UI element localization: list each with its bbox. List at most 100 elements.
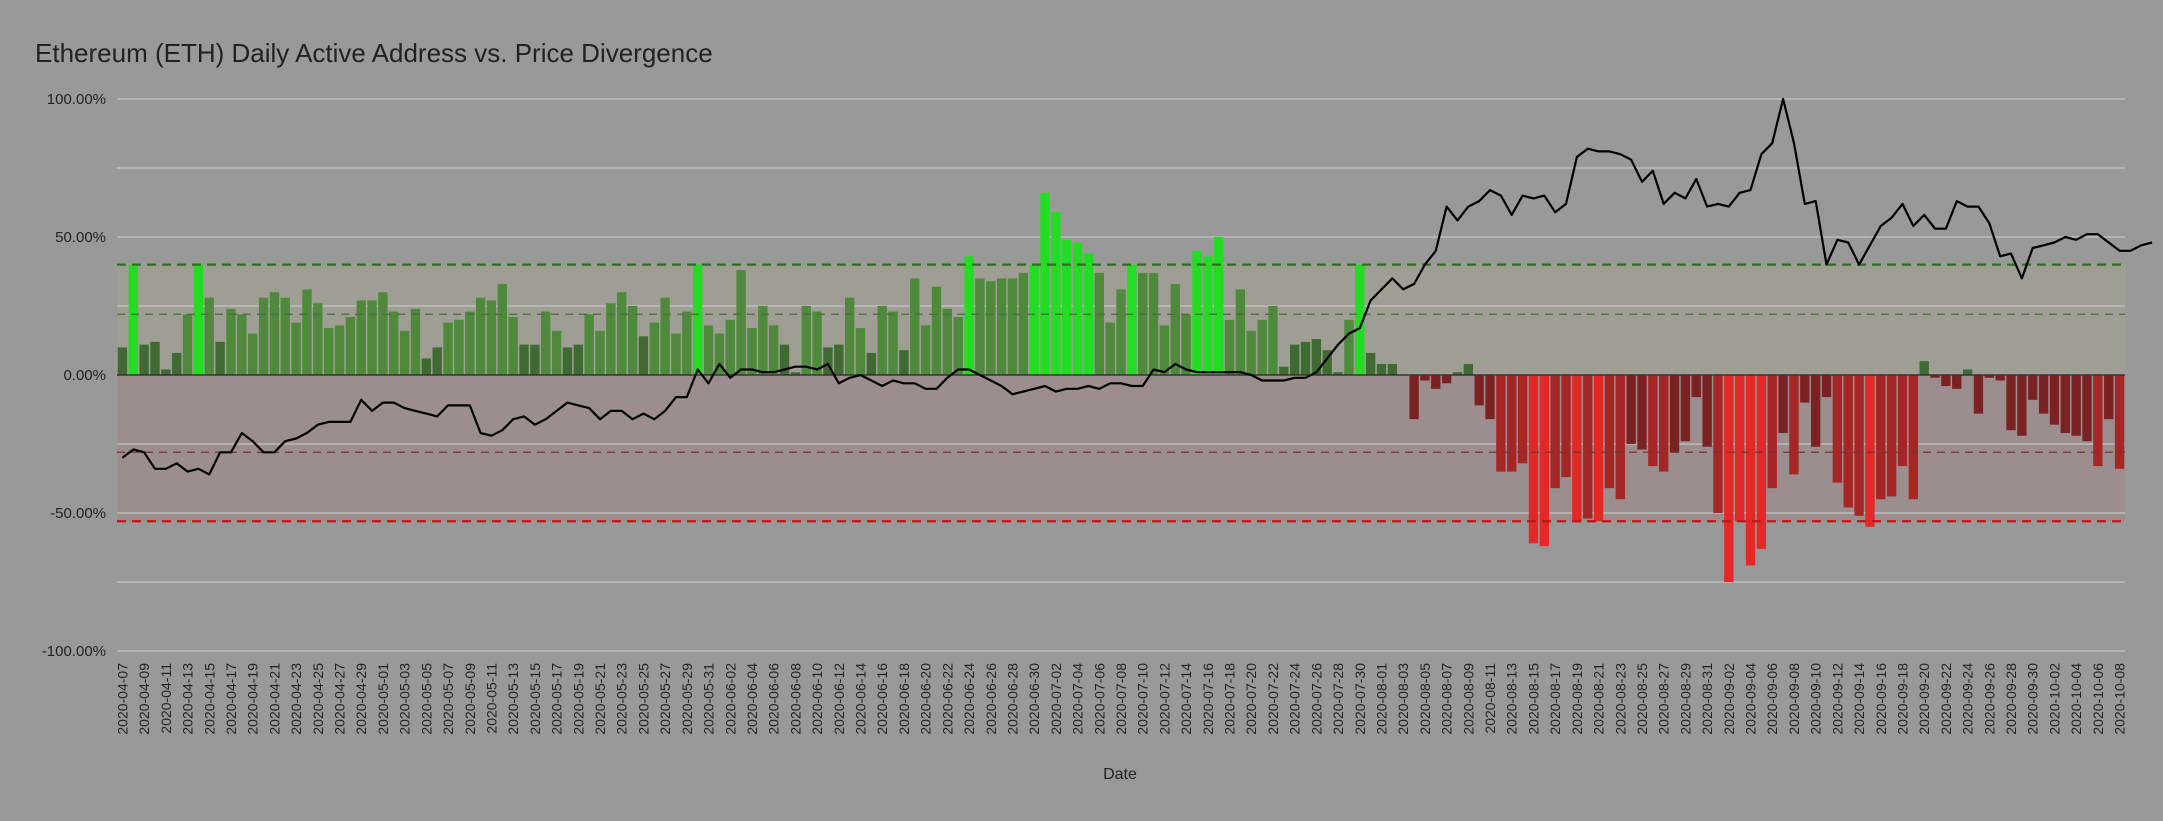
x-tick-label: 2020-06-18 (896, 663, 912, 735)
x-tick-label: 2020-04-23 (288, 663, 304, 735)
divergence-bar (1365, 352, 1376, 375)
divergence-bar (1821, 375, 1832, 398)
divergence-bar (323, 328, 334, 375)
divergence-bar (573, 344, 583, 375)
divergence-bar (1311, 339, 1322, 375)
divergence-bar (128, 264, 138, 375)
x-tick-label: 2020-07-02 (1048, 663, 1064, 735)
x-tick-label: 2020-04-17 (223, 663, 239, 735)
divergence-bar (508, 317, 518, 375)
divergence-bar (1691, 375, 1701, 398)
x-tick-label: 2020-09-16 (1873, 663, 1889, 735)
divergence-bar (1420, 375, 1430, 381)
x-tick-label: 2020-04-29 (353, 663, 369, 735)
divergence-bar (1745, 375, 1756, 566)
divergence-bar (497, 283, 507, 375)
x-tick-label: 2020-10-02 (2046, 663, 2062, 735)
divergence-bar (617, 292, 627, 375)
x-tick-label: 2020-08-29 (1677, 663, 1693, 735)
x-tick-label: 2020-07-14 (1178, 663, 1194, 735)
divergence-bar (888, 311, 898, 375)
y-tick-label: 0.00% (63, 367, 106, 384)
divergence-bar (1637, 375, 1647, 450)
divergence-bar (1496, 375, 1506, 472)
divergence-bar (1105, 322, 1115, 375)
x-tick-label: 2020-09-18 (1894, 663, 1910, 735)
x-tick-label: 2020-07-30 (1352, 663, 1368, 735)
divergence-bar (606, 303, 616, 375)
divergence-bar (877, 306, 887, 375)
divergence-bar (193, 264, 204, 375)
divergence-bar (1561, 375, 1571, 478)
divergence-bar (1583, 375, 1593, 519)
divergence-bar (530, 344, 540, 375)
x-tick-label: 2020-04-27 (332, 663, 348, 735)
divergence-bar (1962, 369, 1973, 375)
x-tick-label: 2020-06-16 (874, 663, 890, 735)
divergence-bar (899, 350, 909, 375)
divergence-bar (1018, 272, 1028, 375)
x-tick-label: 2020-07-10 (1135, 663, 1151, 735)
divergence-bar (1289, 344, 1300, 375)
x-tick-label: 2020-05-11 (483, 663, 499, 734)
x-tick-label: 2020-05-05 (418, 663, 434, 735)
x-tick-label: 2020-04-13 (180, 663, 196, 735)
divergence-bar (1789, 375, 1799, 475)
divergence-bar (1214, 237, 1224, 375)
divergence-bar (389, 311, 399, 375)
divergence-bar (1441, 375, 1452, 384)
divergence-bar (204, 297, 214, 375)
x-axis-ticks: 2020-04-07 2020-04-09 2020-04-11 2020-04-13… (114, 663, 2127, 735)
divergence-bar (844, 297, 855, 375)
divergence-bar (866, 352, 877, 375)
divergence-bar (1431, 375, 1441, 389)
x-tick-label: 2020-06-08 (787, 663, 803, 735)
divergence-bar (855, 328, 866, 375)
divergence-bar (1973, 375, 1984, 414)
divergence-bar (2104, 375, 2114, 420)
divergence-bar (421, 358, 432, 375)
divergence-bar (1007, 278, 1018, 375)
divergence-bar (910, 278, 920, 375)
divergence-bar (1756, 375, 1767, 549)
x-tick-label: 2020-10-06 (2090, 663, 2106, 735)
divergence-bar (2060, 375, 2070, 433)
divergence-bar (1735, 375, 1745, 522)
divergence-bar (248, 333, 258, 375)
divergence-bar (758, 306, 768, 375)
x-tick-label: 2020-09-08 (1786, 663, 1802, 735)
divergence-bar (117, 347, 128, 375)
divergence-bar (1604, 375, 1615, 489)
divergence-bar (410, 308, 421, 375)
x-tick-label: 2020-08-19 (1569, 663, 1585, 735)
divergence-bar (736, 270, 746, 375)
divergence-bar (638, 336, 649, 375)
x-tick-label: 2020-09-06 (1764, 663, 1780, 735)
divergence-bar (1865, 375, 1875, 527)
x-tick-label: 2020-07-24 (1287, 663, 1303, 735)
divergence-bar (258, 297, 269, 375)
x-tick-label: 2020-06-28 (1004, 663, 1020, 735)
divergence-bar (1941, 375, 1951, 387)
divergence-bar (2049, 375, 2060, 425)
divergence-bar (1713, 375, 1723, 513)
divergence-bar (1300, 341, 1311, 375)
divergence-bar (1072, 242, 1083, 375)
y-tick-label: -50.00% (50, 505, 106, 522)
x-tick-label: 2020-06-14 (853, 663, 869, 735)
x-tick-label: 2020-05-07 (440, 663, 456, 735)
divergence-bar (345, 317, 356, 375)
x-tick-label: 2020-04-07 (114, 663, 130, 735)
divergence-bar (1897, 375, 1908, 467)
x-tick-label: 2020-05-25 (635, 663, 651, 735)
divergence-bar (334, 325, 345, 375)
divergence-bar (1127, 264, 1137, 375)
divergence-bar (1724, 375, 1734, 582)
x-tick-label: 2020-06-04 (744, 663, 760, 735)
x-tick-label: 2020-06-02 (722, 663, 738, 735)
divergence-bar (1387, 363, 1398, 375)
price-line-group (121, 97, 2153, 476)
divergence-bar (1539, 375, 1549, 547)
divergence-bar (942, 308, 953, 375)
